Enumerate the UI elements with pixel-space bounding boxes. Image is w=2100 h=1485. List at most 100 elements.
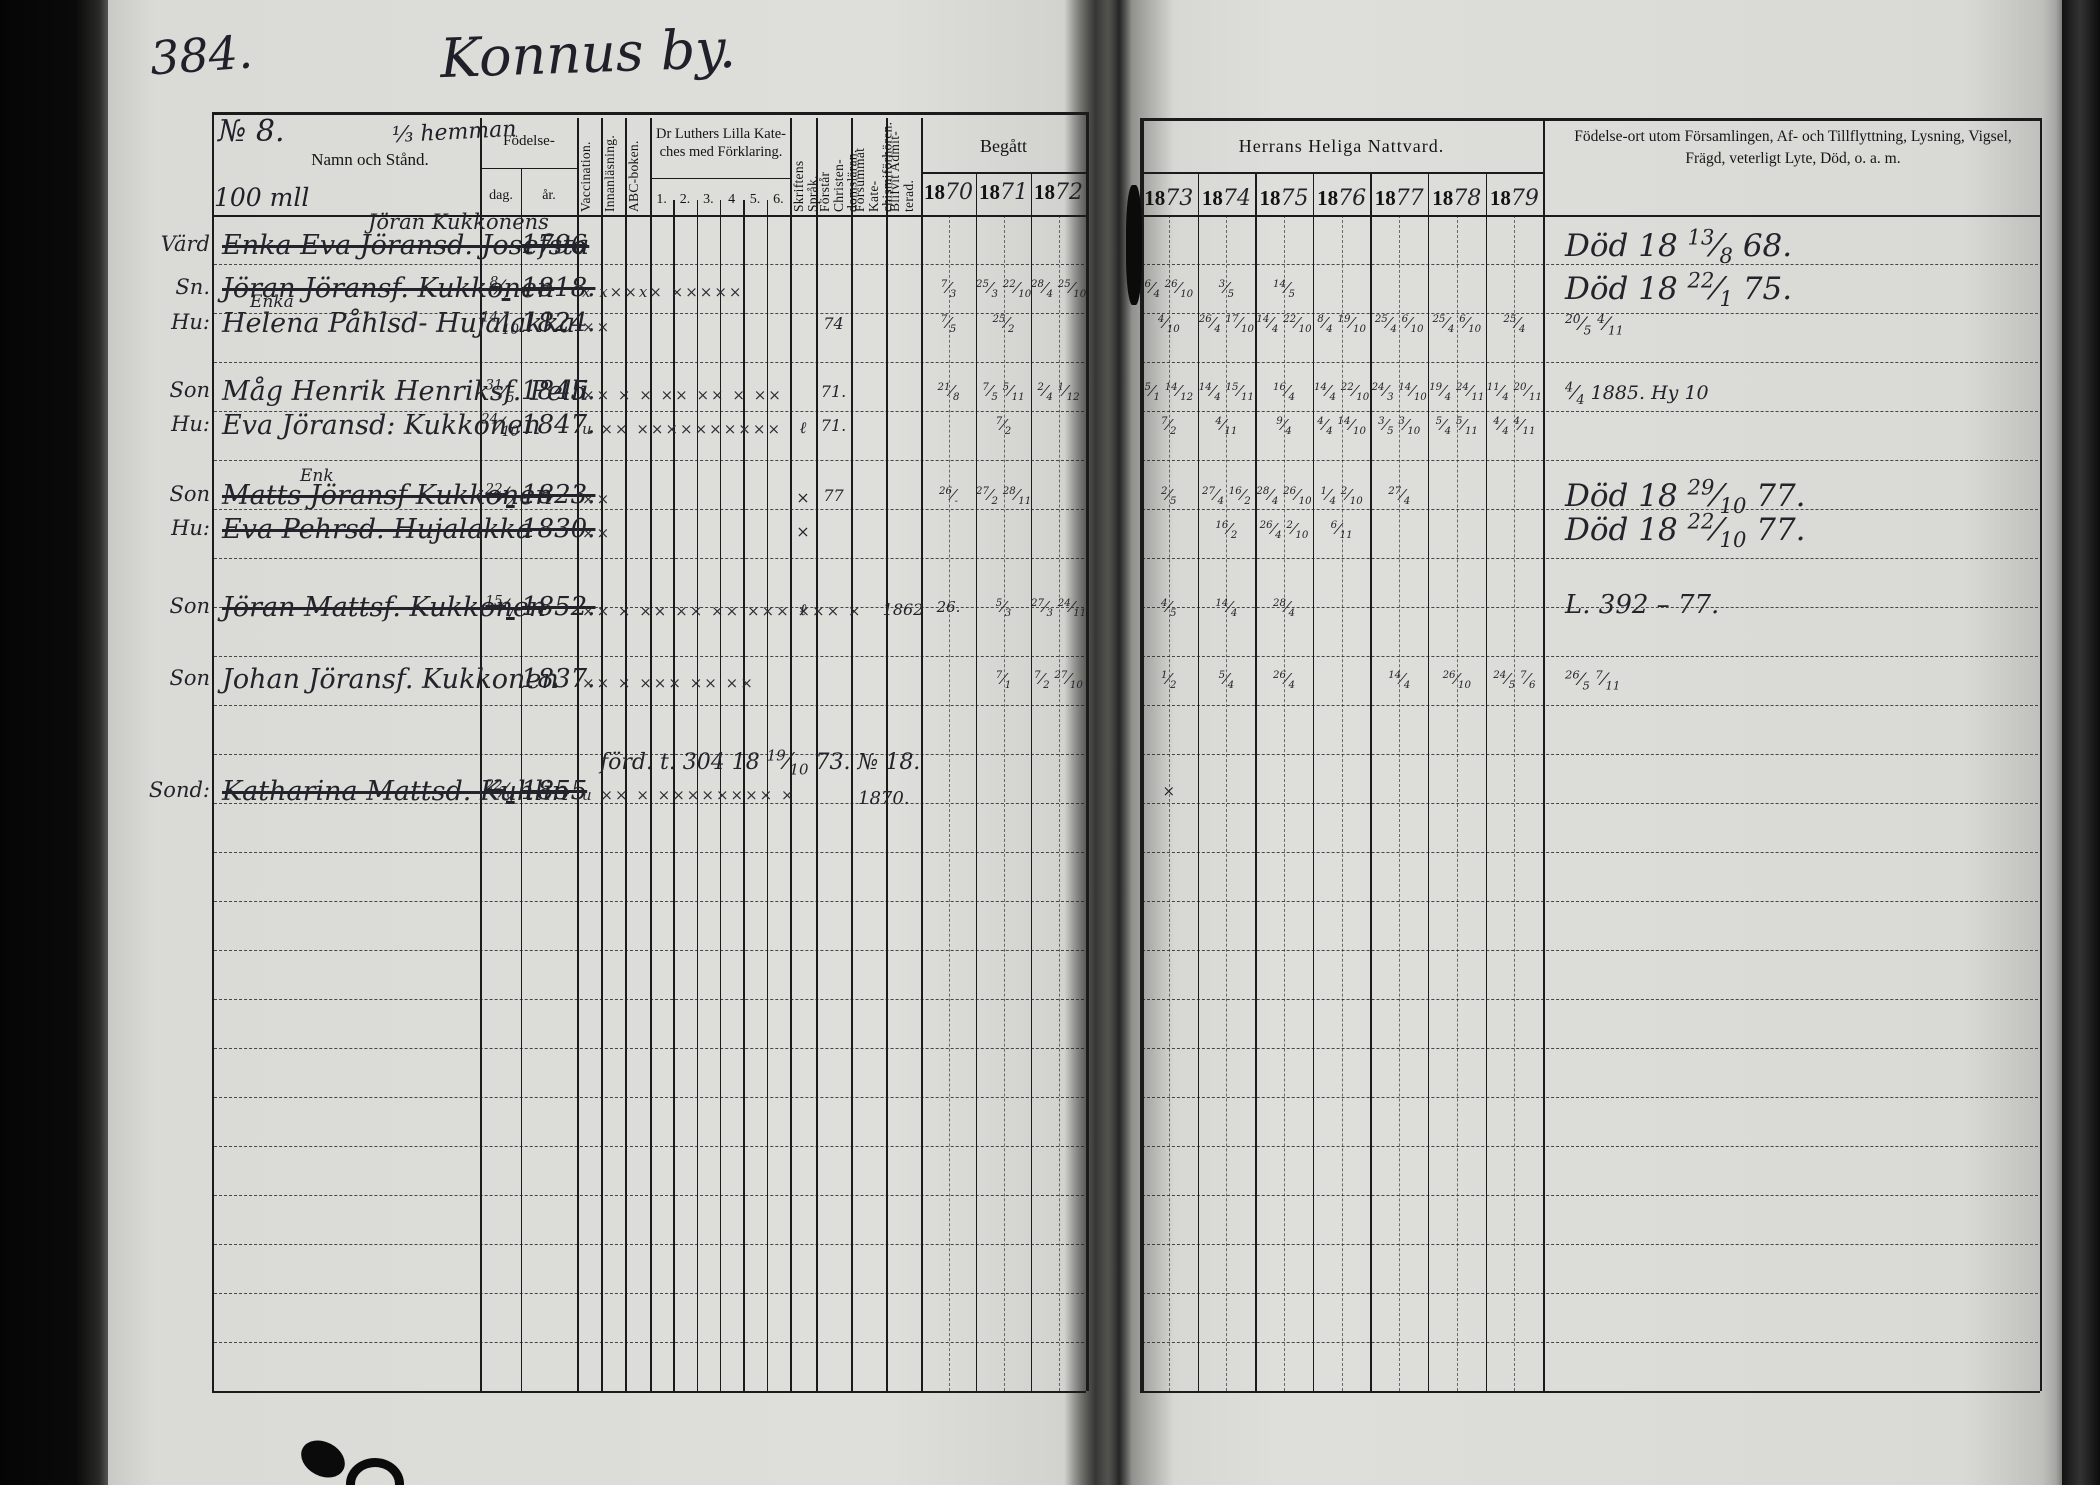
birth-year: 1845. bbox=[521, 376, 596, 406]
row-rule-dashed bbox=[214, 460, 1084, 461]
birth-year: 1824. bbox=[521, 308, 596, 338]
row-name: Matts Jöransf Kukkonen bbox=[222, 480, 553, 511]
nattvard-dates: 25⁄4 6⁄10 bbox=[1374, 314, 1424, 335]
nattvard-dates: 1⁄4 2⁄10 bbox=[1320, 486, 1363, 507]
reading-marks: ×× bbox=[582, 524, 612, 542]
row-name: Johan Jöransf. Kukkonen bbox=[222, 664, 559, 695]
row-rule-dashed bbox=[1142, 999, 2038, 1000]
nattvard-dates: 27⁄4 bbox=[1388, 486, 1411, 507]
nattvard-dates: 27⁄4 16⁄2 bbox=[1202, 486, 1251, 507]
birth-year: 1818. bbox=[521, 273, 596, 303]
nattvard-dates: 11⁄4 20⁄11 bbox=[1486, 382, 1542, 403]
remark-note: L. 392 – 77. bbox=[1565, 590, 1720, 620]
row-rule-dashed bbox=[1142, 950, 2038, 951]
row-rule-dashed bbox=[214, 558, 1084, 559]
column-line bbox=[480, 118, 482, 1391]
reading-marks: ×× bbox=[582, 490, 612, 508]
right-header-bottom-rule bbox=[1140, 215, 2040, 218]
header-begatt: Begått bbox=[980, 136, 1027, 156]
nattvard-dates: 24⁄5 7⁄6 bbox=[1493, 670, 1536, 691]
row-rule-dashed bbox=[1142, 656, 2038, 657]
nattvard-dates: 6⁄11 bbox=[1330, 520, 1353, 541]
nattvard-dates: 4⁄5 bbox=[1161, 598, 1177, 619]
birth-day: 8⁄7 bbox=[489, 274, 511, 303]
admitterad-year: 1862 bbox=[882, 600, 924, 619]
column-header-vertical: Försummat Kate- chismiförhören. bbox=[852, 121, 895, 212]
marginal-note: 100 mll bbox=[214, 183, 310, 212]
begatt-dates: 26⁄- bbox=[939, 486, 958, 507]
nattvard-dates: 5⁄4 5⁄11 bbox=[1435, 416, 1478, 437]
birth-year: 1823. bbox=[521, 480, 596, 510]
header-fodelse: Födelse- bbox=[503, 133, 555, 149]
begatt-dates: 7⁄3 bbox=[940, 279, 957, 300]
remark-note: 26⁄5 7⁄11 bbox=[1565, 667, 1621, 693]
left-bottom-rule bbox=[212, 1391, 1086, 1394]
row-rule-dashed bbox=[214, 950, 1084, 951]
nattvard-dates: 4⁄4 4⁄11 bbox=[1493, 416, 1536, 437]
subcolumn-dashed bbox=[1456, 215, 1458, 1391]
birth-day: 31⁄5 bbox=[485, 377, 515, 406]
column-line bbox=[851, 118, 853, 1391]
begatt-dates: 21⁄8 bbox=[937, 382, 960, 403]
reading-marks: ×× × ××× ×× ×× bbox=[582, 674, 755, 692]
begatt-dates: 27⁄2 28⁄11 bbox=[976, 486, 1032, 507]
row-rule-dashed bbox=[214, 362, 1084, 363]
row-rule-dashed bbox=[214, 1293, 1084, 1294]
village-title: Konnus by. bbox=[438, 16, 737, 91]
year-label-nattvard: 1878 bbox=[1432, 186, 1482, 211]
begatt-dates: 25⁄2 bbox=[992, 314, 1015, 335]
rule-line bbox=[480, 168, 577, 170]
row-rule-dashed bbox=[1142, 1195, 2038, 1196]
row-rule-dashed bbox=[214, 1342, 1084, 1343]
right-table-right-edge bbox=[2040, 118, 2042, 1391]
subcolumn-dashed bbox=[1003, 215, 1005, 1391]
nattvard-dates: 14⁄4 bbox=[1215, 598, 1238, 619]
year-label-nattvard: 1873 bbox=[1144, 186, 1194, 211]
reading-marks: x x××x× ××××× bbox=[582, 283, 744, 301]
nattvard-dates: 1⁄2 bbox=[1161, 670, 1177, 691]
row-interlinear-note: Enk bbox=[300, 466, 334, 486]
row-rule-dashed bbox=[1142, 558, 2038, 559]
column-line bbox=[766, 200, 768, 1391]
column-line bbox=[521, 168, 523, 1391]
column-header-vertical: Blifvit Admit- terad. bbox=[887, 130, 916, 212]
birth-day: 15⁄7 bbox=[485, 593, 515, 622]
row-interlinear-note: Enka bbox=[250, 292, 294, 312]
row-rule-dashed bbox=[1142, 1097, 2038, 1098]
skriftens-mark: ℓ bbox=[799, 600, 807, 619]
nattvard-dates: 3⁄5 3⁄10 bbox=[1378, 416, 1421, 437]
nattvard-dates: 3⁄5 bbox=[1218, 279, 1235, 300]
nattvard-dates: 6⁄4 26⁄10 bbox=[1144, 279, 1194, 300]
kateches-subcolumn-number: 6. bbox=[773, 192, 784, 207]
row-rule-dashed bbox=[214, 852, 1084, 853]
row-rule-dashed bbox=[1142, 803, 2038, 804]
remark-note: Död 18 29⁄10 77. bbox=[1565, 474, 1806, 519]
begatt-dates: 27⁄3 24⁄11 bbox=[1031, 598, 1087, 619]
begatt-dates: 7⁄2 bbox=[995, 416, 1012, 437]
row-rule-dashed bbox=[1142, 362, 2038, 363]
row-name: Jöran Jöransf. Kukkonen bbox=[222, 273, 555, 304]
nattvard-dates: 19⁄4 24⁄11 bbox=[1429, 382, 1485, 403]
header-dag: dag. bbox=[489, 188, 513, 203]
column-header-vertical: Vaccination. bbox=[578, 141, 593, 212]
subcolumn-dashed bbox=[1168, 215, 1170, 1391]
header-kateches-2: ches med Förklaring. bbox=[659, 144, 783, 160]
column-line bbox=[1197, 172, 1199, 1391]
birth-day: 22⁄2 bbox=[485, 481, 515, 510]
nattvard-dates: 5⁄1 14⁄12 bbox=[1144, 382, 1194, 403]
birth-year: 1830. bbox=[521, 514, 596, 544]
nattvard-dates: 14⁄4 bbox=[1388, 670, 1411, 691]
row-rule-dashed bbox=[214, 901, 1084, 902]
row-rule-dashed bbox=[1142, 852, 2038, 853]
begatt-dates: 7⁄5 bbox=[940, 314, 957, 335]
skriftens-mark: × bbox=[796, 488, 810, 507]
subcolumn-dashed bbox=[948, 215, 950, 1391]
nattvard-dates: 5⁄4 bbox=[1218, 670, 1235, 691]
remark-note: 4⁄4 1885. Hy 10 bbox=[1565, 380, 1709, 408]
row-margin-label: Son bbox=[169, 482, 210, 506]
column-header-vertical: Förstår Christen- domsläran. bbox=[817, 149, 860, 212]
page-number: 384. bbox=[148, 24, 255, 86]
column-line bbox=[1255, 172, 1257, 1391]
remark-note: Död 18 22⁄1 75. bbox=[1565, 267, 1793, 312]
begatt-dates: 5⁄3 bbox=[995, 598, 1012, 619]
